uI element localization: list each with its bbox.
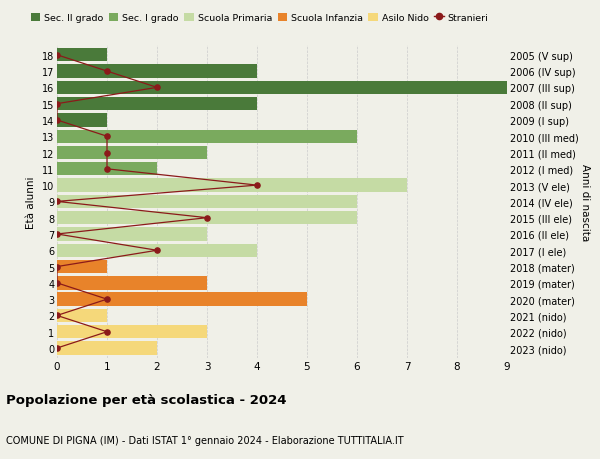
Bar (57, 244, 257, 257)
Bar (57, 341, 157, 355)
Bar (57, 212, 357, 225)
Bar (57, 146, 207, 160)
Point (52, 312, 62, 319)
Point (52, 280, 62, 287)
Point (52, 198, 62, 206)
Legend: Sec. II grado, Sec. I grado, Scuola Primaria, Scuola Infanzia, Asilo Nido, Stran: Sec. II grado, Sec. I grado, Scuola Prim… (27, 10, 492, 27)
Point (102, 296, 112, 303)
Point (152, 84, 162, 92)
Point (52, 263, 62, 271)
Bar (57, 179, 407, 192)
Point (102, 133, 112, 140)
Point (102, 68, 112, 76)
Point (102, 328, 112, 336)
Bar (57, 98, 257, 111)
Y-axis label: Anni di nascita: Anni di nascita (580, 163, 590, 241)
Bar (57, 325, 207, 339)
Bar (57, 49, 107, 62)
Bar (57, 65, 257, 78)
Text: COMUNE DI PIGNA (IM) - Dati ISTAT 1° gennaio 2024 - Elaborazione TUTTITALIA.IT: COMUNE DI PIGNA (IM) - Dati ISTAT 1° gen… (6, 435, 404, 445)
Point (52, 101, 62, 108)
Point (202, 214, 212, 222)
Point (52, 345, 62, 352)
Point (52, 231, 62, 238)
Bar (57, 260, 107, 274)
Bar (57, 228, 207, 241)
Text: Popolazione per età scolastica - 2024: Popolazione per età scolastica - 2024 (6, 393, 287, 406)
Point (252, 182, 262, 190)
Bar (57, 114, 107, 127)
Point (52, 52, 62, 59)
Point (102, 166, 112, 173)
Bar (57, 293, 307, 306)
Bar (57, 130, 357, 144)
Bar (57, 82, 507, 95)
Bar (57, 277, 207, 290)
Point (102, 150, 112, 157)
Point (152, 247, 162, 254)
Bar (57, 195, 357, 209)
Y-axis label: Età alunni: Età alunni (26, 176, 36, 228)
Point (52, 117, 62, 124)
Bar (57, 163, 157, 176)
Bar (57, 309, 107, 322)
